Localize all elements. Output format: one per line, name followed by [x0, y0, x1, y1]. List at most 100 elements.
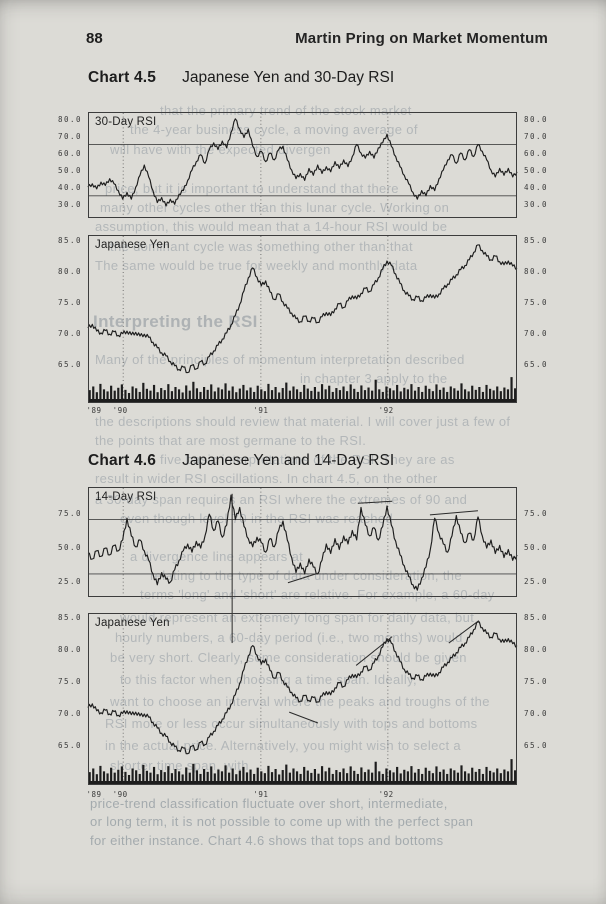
volume-bar	[406, 771, 409, 785]
chart46-rsi-panel	[87, 487, 518, 614]
volume-bar	[238, 770, 241, 785]
volume-bar	[199, 773, 202, 785]
volume-bar	[117, 769, 120, 785]
volume-bar	[206, 389, 209, 403]
volume-bar	[360, 385, 363, 403]
y-axis-label: 75.0	[524, 508, 549, 518]
volume-bar	[410, 766, 413, 785]
volume-bar	[156, 392, 159, 403]
volume-bar	[242, 384, 245, 403]
volume-bar	[492, 390, 495, 403]
ghost-text-line: the descriptions should review that mate…	[95, 414, 511, 429]
volume-bar	[88, 390, 91, 403]
volume-bar	[249, 387, 252, 403]
volume-bar	[310, 390, 313, 403]
ghost-text-line: be very short. Clearly, some considerati…	[110, 650, 467, 665]
volume-bar	[260, 771, 263, 785]
volume-bar	[421, 391, 424, 403]
y-axis-label: 30.0	[524, 200, 549, 210]
volume-bar	[256, 767, 259, 785]
volume-bar	[320, 384, 324, 403]
y-axis-label: 65.0	[524, 740, 549, 750]
volume-bar	[210, 384, 213, 403]
volume-bar	[174, 387, 177, 403]
volume-bar	[342, 768, 345, 785]
volume-bar	[106, 391, 109, 403]
volume-bar	[460, 383, 463, 403]
volume-bar	[506, 389, 510, 403]
volume-bar	[396, 766, 399, 785]
volume-bar	[317, 773, 320, 785]
volume-bar	[106, 773, 109, 785]
volume-bar	[399, 773, 402, 785]
volume-bar	[424, 767, 427, 785]
volume-bar	[288, 772, 291, 785]
volume-bar	[428, 388, 431, 403]
volume-bar	[145, 770, 148, 785]
chart45-price-series	[87, 244, 518, 374]
volume-bar	[138, 391, 141, 403]
y-axis-label: 65.0	[57, 740, 82, 750]
volume-bar	[363, 390, 367, 403]
volume-bar	[313, 387, 317, 403]
volume-bar	[460, 765, 463, 785]
y-axis-label: 75.0	[57, 676, 82, 686]
volume-bar	[127, 392, 131, 403]
volume-bar	[353, 770, 356, 785]
volume-bar	[338, 772, 342, 785]
volume-baseline	[89, 781, 516, 784]
volume-bar	[381, 391, 384, 403]
volume-bar	[453, 388, 456, 403]
volume-bar	[499, 773, 502, 785]
volume-bar	[463, 771, 467, 785]
volume-bar	[342, 386, 345, 403]
trendline-annotation	[355, 636, 393, 666]
chart-4-5-title: Chart 4.5 Japanese Yen and 30-Day RSI	[88, 69, 394, 87]
y-axis-label: 40.0	[524, 183, 549, 193]
trendline-annotation	[448, 620, 480, 644]
volume-bar	[360, 767, 363, 785]
volume-bar	[456, 772, 460, 785]
volume-bar	[270, 772, 274, 785]
volume-bar	[299, 391, 302, 403]
x-axis-label: '92	[378, 406, 394, 415]
y-axis-label: 75.0	[524, 297, 549, 307]
volume-bar	[514, 770, 517, 785]
volume-bar	[324, 389, 327, 403]
volume-bar	[514, 388, 517, 403]
volume-bar	[231, 386, 234, 403]
volume-bar	[496, 768, 499, 785]
ghost-text-line: price-trend classification fluctuate ove…	[90, 796, 448, 811]
volume-bar	[228, 772, 231, 785]
chart46-rsi-series	[87, 494, 518, 591]
y-axis-label: 70.0	[57, 328, 82, 338]
y-axis-label: 80.0	[524, 266, 549, 276]
volume-bar	[331, 773, 334, 785]
y-axis-label: 60.0	[57, 149, 82, 159]
volume-bar	[356, 773, 359, 785]
trendline-annotation	[287, 572, 319, 584]
volume-bar	[260, 389, 263, 403]
chart45-price-panel	[87, 235, 518, 403]
y-axis-label: 70.0	[524, 131, 549, 141]
volume-bar	[267, 765, 270, 785]
y-axis-label: 65.0	[57, 359, 82, 369]
volume-bar	[231, 768, 234, 785]
volume-bar	[417, 387, 420, 403]
volume-bar	[110, 767, 113, 785]
volume-bar	[403, 387, 406, 403]
y-axis-label: 85.0	[57, 612, 82, 622]
volume-bar	[489, 770, 492, 785]
volume-bar	[474, 389, 477, 403]
chart-4-6-title-text: Japanese Yen and 14-Day RSI	[182, 452, 395, 469]
volume-bar	[356, 391, 359, 403]
ghost-text-line: or long term, it is not possible to come…	[90, 814, 474, 829]
volume-bar	[406, 389, 409, 403]
volume-bar	[203, 387, 206, 403]
y-axis-label: 80.0	[57, 114, 82, 124]
volume-bar	[456, 390, 460, 403]
y-axis-label: 80.0	[524, 114, 549, 124]
volume-bar	[127, 774, 131, 785]
ghost-text-line: to this factor when choosing a time span…	[120, 672, 417, 687]
